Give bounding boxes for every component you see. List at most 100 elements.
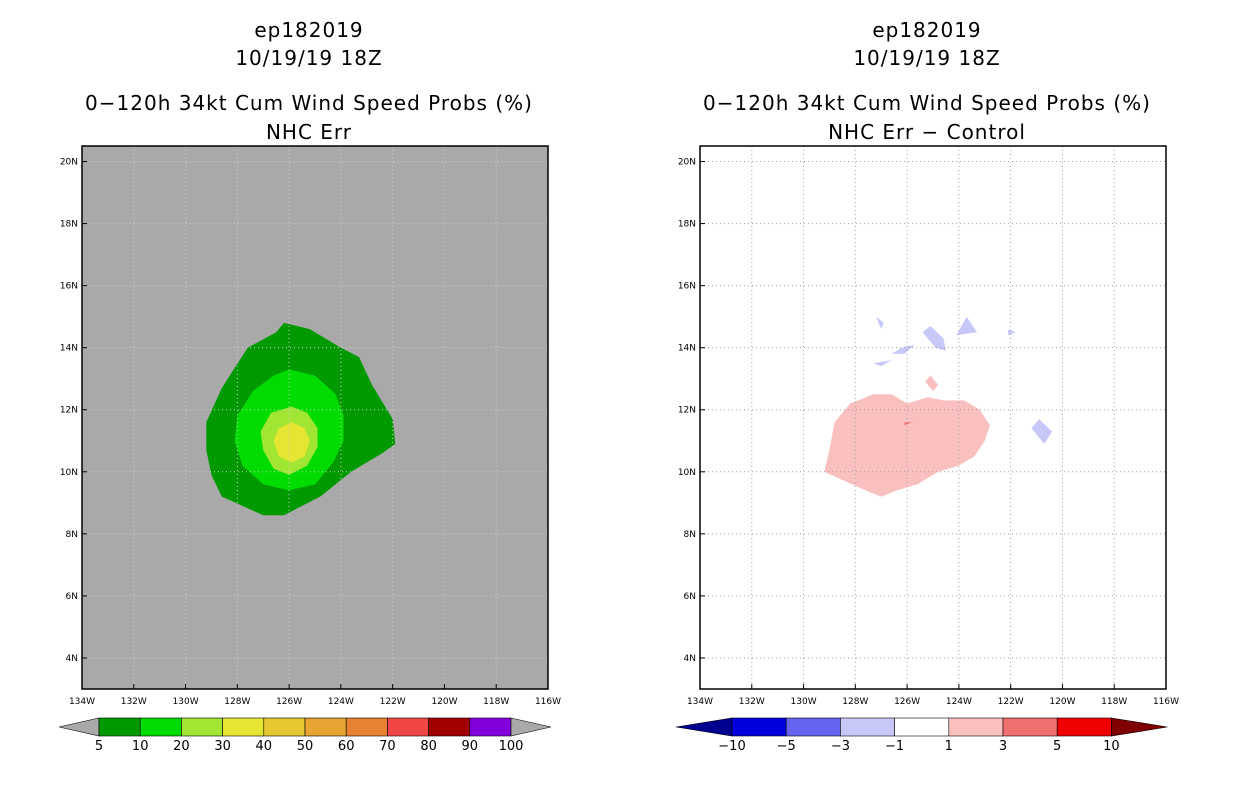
left-chart-svg: 134W 132W 130W 128W 126W 124W 122W 120W 118W 116W… (58, 145, 561, 754)
right-contour-level-neg1 (873, 360, 892, 367)
left-title-date: 10/19/19 18Z (235, 46, 383, 70)
left-colorbar-under-arrow (58, 717, 100, 737)
left-y-tick-label: 10N (60, 468, 78, 478)
right-y-tick-label: 10N (678, 468, 696, 478)
right-colorbar-label: 3 (999, 739, 1007, 754)
left-x-tick-label: 126W (276, 697, 302, 707)
left-colorbar-swatch (263, 717, 306, 737)
left-colorbar-swatch (139, 717, 182, 737)
right-y-tick-label: 18N (678, 220, 696, 230)
left-colorbar-over-arrow (510, 717, 552, 737)
right-x-tick-label: 120W (1049, 697, 1075, 707)
left-y-tick-label: 6N (66, 592, 78, 602)
right-y-tick-label: 12N (678, 406, 696, 416)
left-plot-frame (81, 145, 549, 690)
right-colorbar-swatch (948, 717, 1004, 737)
right-colorbar-label: −10 (718, 739, 745, 754)
right-colorbar-swatch (731, 717, 787, 737)
right-title-product: 0−120h 34kt Cum Wind Speed Probs (%) (703, 91, 1151, 115)
right-contour-level-neg1 (956, 316, 977, 336)
left-colorbar-swatch (428, 717, 471, 737)
left-colorbar-label: 30 (214, 739, 231, 754)
right-y-tick-label: 8N (684, 530, 696, 540)
left-contour-level-30 (273, 422, 310, 463)
right-contour-level-neg1 (876, 316, 884, 330)
right-contour-level-1 (824, 394, 990, 497)
left-y-tick-label: 16N (60, 282, 78, 292)
left-title-product: 0−120h 34kt Cum Wind Speed Probs (%) (85, 91, 533, 115)
right-chart-svg: 134W 132W 130W 128W 126W 124W 122W 120W 118W 116W… (675, 145, 1179, 754)
left-x-tick-label: 118W (483, 697, 509, 707)
left-colorbar-label: 60 (338, 739, 355, 754)
right-colorbar-swatch (840, 717, 895, 737)
left-x-tick-label: 124W (328, 697, 354, 707)
left-y-tick-label: 14N (60, 344, 78, 354)
left-colorbar-swatch (181, 717, 223, 737)
left-panel: ep182019 10/19/19 18Z 0−120h 34kt Cum Wi… (58, 18, 561, 754)
right-x-tick-label: 134W (687, 697, 713, 707)
right-x-tick-label: 128W (842, 697, 868, 707)
left-colorbar-label: 70 (379, 739, 396, 754)
right-y-tick-label: 20N (678, 158, 696, 168)
left-x-tick-label: 128W (224, 697, 250, 707)
left-colorbar-label: 5 (95, 739, 103, 754)
left-colorbar-label: 80 (420, 739, 437, 754)
right-x-tick-label: 130W (791, 697, 817, 707)
right-panel: ep182019 10/19/19 18Z 0−120h 34kt Cum Wi… (618, 0, 1236, 800)
right-colorbar-swatch (1002, 717, 1058, 737)
left-colorbar-swatch (304, 717, 347, 737)
right-x-tick-label: 118W (1101, 697, 1127, 707)
right-colorbar-label: 10 (1103, 739, 1120, 754)
left-colorbar-label: 50 (297, 739, 314, 754)
left-x-tick-label: 120W (431, 697, 457, 707)
right-title-subtitle: NHC Err − Control (828, 120, 1026, 144)
right-contour-level-1 (925, 375, 939, 392)
right-x-tick-label: 126W (894, 697, 920, 707)
right-x-tick-label: 132W (739, 697, 765, 707)
right-colorbar-label: −5 (777, 739, 796, 754)
right-colorbar-label: −1 (885, 739, 904, 754)
right-y-tick-label: 6N (684, 592, 696, 602)
left-y-tick-label: 4N (66, 654, 78, 664)
left-x-tick-label: 134W (69, 697, 95, 707)
left-colorbar-swatch (387, 717, 429, 737)
left-colorbar-label: 40 (256, 739, 273, 754)
left-x-tick-label: 130W (173, 697, 199, 707)
right-colorbar-label: 1 (945, 739, 953, 754)
left-colorbar-swatch (469, 717, 512, 737)
right-contour-level-neg1 (922, 326, 946, 351)
right-title-date: 10/19/19 18Z (853, 46, 1001, 70)
left-colorbar-label: 10 (132, 739, 149, 754)
right-title-storm-id: ep182019 (872, 18, 982, 42)
left-colorbar-label: 100 (499, 739, 524, 754)
left-colorbar-swatch (98, 717, 141, 737)
left-colorbar-swatch (222, 717, 265, 737)
right-x-tick-label: 122W (998, 697, 1024, 707)
right-y-tick-label: 4N (684, 654, 696, 664)
left-x-tick-label: 116W (535, 697, 561, 707)
right-plot-frame (699, 145, 1167, 690)
right-colorbar-label: −3 (831, 739, 850, 754)
right-colorbar-swatch (894, 717, 950, 737)
right-y-tick-label: 16N (678, 282, 696, 292)
left-colorbar-swatch (345, 717, 388, 737)
right-x-tick-label: 116W (1153, 697, 1179, 707)
left-title-subtitle: NHC Err (265, 120, 353, 144)
right-colorbar-label: 5 (1053, 739, 1061, 754)
left-y-tick-label: 8N (66, 530, 78, 540)
right-colorbar-swatch (785, 717, 841, 737)
right-colorbar-swatch (1056, 717, 1112, 737)
left-y-tick-label: 20N (60, 158, 78, 168)
left-y-tick-label: 12N (60, 406, 78, 416)
right-contour-level-neg1 (1031, 419, 1053, 444)
left-x-tick-label: 122W (380, 697, 406, 707)
right-y-tick-label: 14N (678, 344, 696, 354)
left-colorbar-label: 90 (462, 739, 479, 754)
right-x-tick-label: 124W (946, 697, 972, 707)
left-title-storm-id: ep182019 (254, 18, 364, 42)
right-contour-level-neg1 (891, 344, 915, 354)
right-contour-level-neg1 (1008, 329, 1016, 336)
right-colorbar-over-arrow (1111, 717, 1168, 737)
right-colorbar-under-arrow (675, 717, 733, 737)
left-x-tick-label: 132W (121, 697, 147, 707)
